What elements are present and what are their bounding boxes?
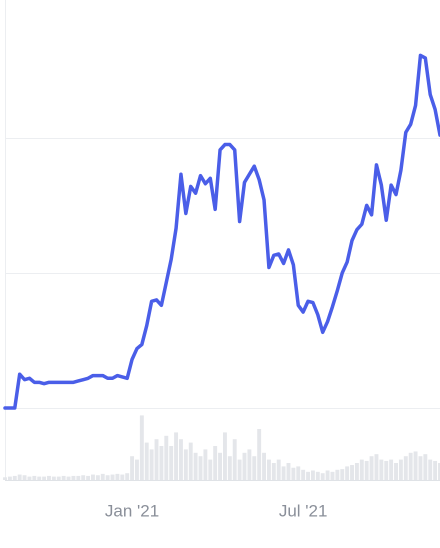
volume-bar: [100, 473, 105, 480]
volume-bar: [291, 467, 296, 480]
volume-bar: [232, 439, 237, 480]
volume-bar: [17, 474, 22, 480]
volume-bar: [42, 476, 47, 480]
volume-bar: [86, 475, 91, 480]
volume-bar: [135, 459, 139, 480]
volume-bar: [188, 442, 193, 480]
volume-bar: [183, 449, 188, 480]
volume-bar: [71, 475, 76, 480]
volume-bar: [237, 459, 242, 480]
volume-bar: [242, 452, 247, 480]
volume-bar: [379, 459, 384, 480]
volume-layer: [3, 415, 440, 480]
volume-bar: [91, 474, 95, 480]
price-line: [3, 53, 440, 410]
volume-bar: [364, 460, 369, 480]
volume-bar: [325, 470, 330, 480]
x-tick-label: Jul '21: [279, 501, 328, 520]
volume-bar: [394, 463, 398, 480]
volume-bar: [389, 459, 394, 480]
grid-layer: [5, 138, 440, 409]
volume-bar: [345, 466, 350, 480]
volume-bar: [374, 454, 379, 480]
volume-bar: [418, 456, 423, 480]
volume-bar: [296, 466, 301, 480]
volume-bar: [330, 471, 335, 480]
volume-bar: [125, 473, 130, 480]
volume-bar: [252, 456, 257, 480]
volume-bar: [32, 475, 37, 480]
volume-bar: [350, 465, 354, 480]
volume-bar: [169, 446, 174, 480]
volume-bar: [12, 475, 17, 480]
volume-bar: [218, 452, 223, 480]
x-tick-label: Jan '21: [105, 501, 159, 520]
volume-bar: [61, 475, 66, 480]
volume-bar: [359, 459, 364, 480]
volume-bar: [208, 459, 213, 480]
volume-bar: [276, 459, 281, 480]
volume-bar: [154, 439, 159, 480]
volume-bar: [398, 459, 403, 480]
volume-bar: [222, 432, 227, 480]
volume-bar: [266, 459, 271, 480]
volume-bar: [433, 460, 438, 480]
volume-bar: [423, 454, 428, 480]
volume-bar: [271, 463, 276, 480]
volume-bar: [320, 473, 325, 480]
volume-bar: [37, 476, 42, 480]
volume-bar: [66, 476, 71, 480]
volume-bar: [286, 463, 291, 480]
volume-bar: [139, 415, 144, 480]
volume-bar: [76, 475, 81, 480]
volume-bar: [384, 460, 389, 480]
volume-bar: [159, 446, 164, 480]
volume-bar: [354, 463, 359, 480]
volume-bar: [438, 463, 440, 480]
volume-bar: [164, 435, 169, 480]
volume-bar: [306, 471, 310, 480]
volume-bar: [247, 449, 252, 480]
volume-bar: [47, 475, 51, 480]
volume-bar: [413, 451, 418, 480]
volume-bar: [227, 456, 232, 480]
volume-bar: [408, 452, 413, 480]
volume-bar: [149, 449, 154, 480]
volume-bar: [115, 473, 120, 480]
volume-bar: [130, 456, 135, 480]
volume-bar: [27, 476, 32, 480]
volume-bar: [335, 469, 340, 480]
volume-bar: [315, 471, 320, 480]
volume-bar: [51, 476, 56, 480]
volume-bar: [81, 475, 86, 480]
volume-bar: [301, 469, 306, 480]
volume-bar: [403, 456, 408, 480]
volume-bar: [281, 466, 286, 480]
volume-bar: [110, 474, 115, 480]
volume-bar: [340, 469, 345, 480]
volume-bar: [174, 432, 179, 480]
volume-bar: [428, 459, 433, 480]
volume-bar: [7, 476, 12, 480]
volume-bar: [203, 449, 208, 480]
volume-bar: [213, 446, 218, 480]
volume-bar: [310, 470, 315, 480]
volume-bar: [22, 475, 27, 480]
volume-bar: [56, 476, 61, 480]
volume-bar: [193, 452, 198, 480]
volume-bar: [262, 452, 266, 480]
volume-bar: [95, 475, 100, 480]
volume-bar: [144, 442, 149, 480]
volume-bar: [369, 456, 374, 480]
plot-layer: [3, 53, 440, 410]
volume-bar: [179, 439, 183, 480]
volume-bar: [3, 477, 7, 480]
volume-bar: [105, 475, 110, 480]
volume-bar: [120, 474, 125, 480]
volume-bar: [257, 429, 262, 480]
volume-bar: [198, 456, 203, 480]
